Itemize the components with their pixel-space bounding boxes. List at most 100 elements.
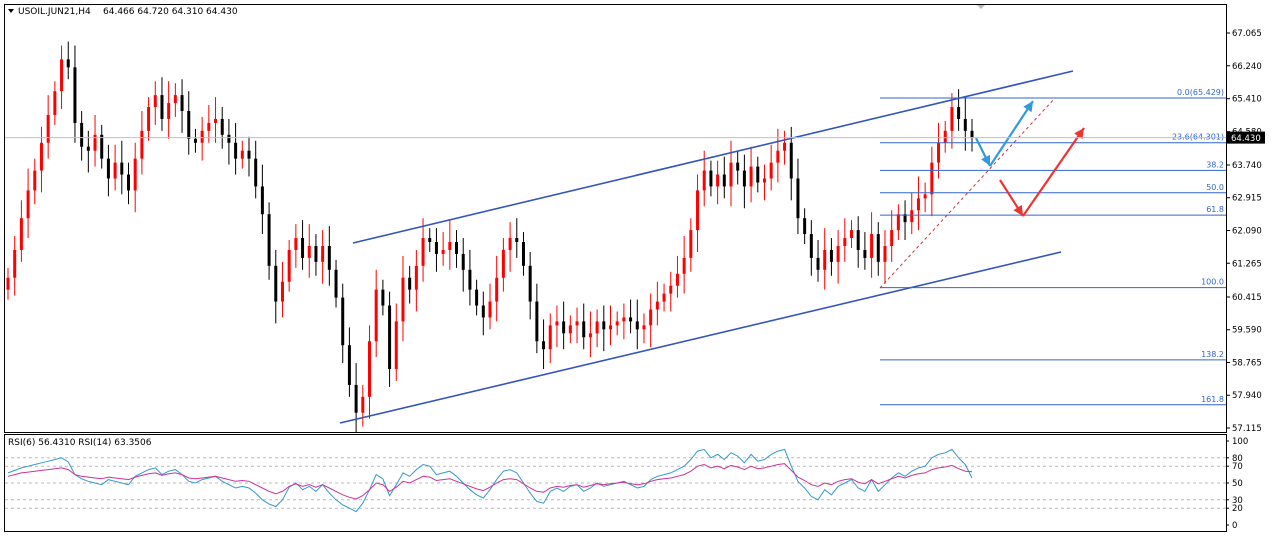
candle-body xyxy=(240,150,244,159)
candle-body xyxy=(582,321,586,338)
candle-body xyxy=(856,230,860,250)
candle-body xyxy=(870,234,874,258)
candle-body xyxy=(321,245,325,262)
candle-body xyxy=(689,230,693,258)
candle-body xyxy=(120,162,124,175)
candle-body xyxy=(622,317,626,322)
candle-body xyxy=(629,317,633,322)
candle-body xyxy=(528,265,532,302)
rsi-title: RSI(6) 56.4310 RSI(14) 63.3506 xyxy=(8,438,152,448)
candle-body xyxy=(937,142,941,163)
channel-lower-line xyxy=(339,251,1062,424)
candle-body xyxy=(140,130,144,159)
ohlc-values: 64.466 64.720 64.310 64.430 xyxy=(103,7,238,17)
fib-trend-dashed xyxy=(879,97,1056,289)
candle-body xyxy=(448,242,452,250)
candle-body xyxy=(180,95,184,112)
candle-body xyxy=(341,297,345,346)
scroll-marker-icon[interactable] xyxy=(977,5,985,9)
candle-body xyxy=(756,166,760,183)
rsi14-line xyxy=(7,463,973,500)
candle-body xyxy=(495,277,499,302)
price-axis-label: 62.915 xyxy=(1232,194,1262,204)
fib-level-label: 138.2 xyxy=(1201,350,1224,359)
fib-level-label: 161.8 xyxy=(1201,395,1224,404)
price-axis-label: 63.740 xyxy=(1232,161,1262,171)
price-panel-frame xyxy=(4,4,1227,433)
price-axis-label: 65.410 xyxy=(1232,95,1262,105)
candle-body xyxy=(548,325,552,350)
candle-body xyxy=(414,265,418,290)
candle-body xyxy=(153,95,157,108)
candle-body xyxy=(816,257,820,270)
candle-body xyxy=(334,269,338,298)
candle-body xyxy=(662,293,666,302)
candle-body xyxy=(803,218,807,235)
rsi-axis-label: 20 xyxy=(1232,504,1243,514)
candle-body xyxy=(234,142,238,159)
arrow-red-up xyxy=(1022,127,1085,217)
candle-body xyxy=(401,277,405,322)
candle-body xyxy=(133,158,137,191)
arrow-blue-up xyxy=(989,100,1034,167)
candle-body xyxy=(829,249,833,262)
candle-body xyxy=(19,218,23,250)
candle-body xyxy=(916,198,920,211)
price-axis-label: 57.940 xyxy=(1232,391,1262,401)
candle-body xyxy=(106,158,110,179)
candle-body xyxy=(46,114,50,143)
candle-body xyxy=(595,321,599,334)
fib-level-label: 61.8 xyxy=(1206,205,1224,214)
candle-body xyxy=(696,190,700,231)
candle-body xyxy=(200,130,204,143)
price-axis-label: 62.090 xyxy=(1232,227,1262,237)
candle-body xyxy=(635,321,639,330)
candle-body xyxy=(649,309,653,326)
channel-upper-line xyxy=(352,70,1074,244)
candle-body xyxy=(461,253,465,270)
candle-body xyxy=(950,107,954,131)
candle-body xyxy=(716,174,720,187)
rsi-axis-label: 50 xyxy=(1232,479,1243,489)
price-axis-label: 59.590 xyxy=(1232,326,1262,336)
candle-body xyxy=(347,345,351,385)
candle-body xyxy=(521,242,525,266)
candle-body xyxy=(843,238,847,246)
candle-body xyxy=(796,178,800,219)
candle-body xyxy=(669,285,673,294)
candle-body xyxy=(562,321,566,334)
price-axis-label: 61.265 xyxy=(1232,259,1262,269)
dropdown-triangle-icon[interactable] xyxy=(8,9,14,13)
candle-body xyxy=(742,170,746,187)
candle-body xyxy=(100,134,104,159)
candle-body xyxy=(147,107,151,131)
candle-body xyxy=(381,289,385,306)
candle-body xyxy=(903,214,907,223)
candle-body xyxy=(294,238,298,250)
fib-level-label: 0.0(65.429) xyxy=(1177,88,1224,97)
candle-body xyxy=(80,122,84,147)
candle-body xyxy=(26,190,30,219)
candle-body xyxy=(809,234,813,258)
current-price-box xyxy=(1227,131,1265,144)
candle-body xyxy=(736,162,740,171)
candle-body xyxy=(762,178,766,183)
candle-body xyxy=(722,174,726,187)
candle-body xyxy=(508,238,512,250)
symbol-timeframe: USOIL.JUN21,H4 xyxy=(18,7,91,17)
candle-body xyxy=(890,230,894,246)
candle-body xyxy=(515,238,519,243)
candle-body xyxy=(6,277,10,290)
candle-body xyxy=(481,305,485,318)
candle-body xyxy=(434,242,438,254)
candle-body xyxy=(957,107,961,119)
price-axis-label: 58.765 xyxy=(1232,358,1262,368)
candle-body xyxy=(368,341,371,397)
candle-body xyxy=(127,174,130,191)
candle-body xyxy=(354,384,358,413)
candle-body xyxy=(943,130,947,143)
candle-body xyxy=(488,301,492,318)
candle-body xyxy=(682,257,686,274)
candle-body xyxy=(789,142,793,179)
